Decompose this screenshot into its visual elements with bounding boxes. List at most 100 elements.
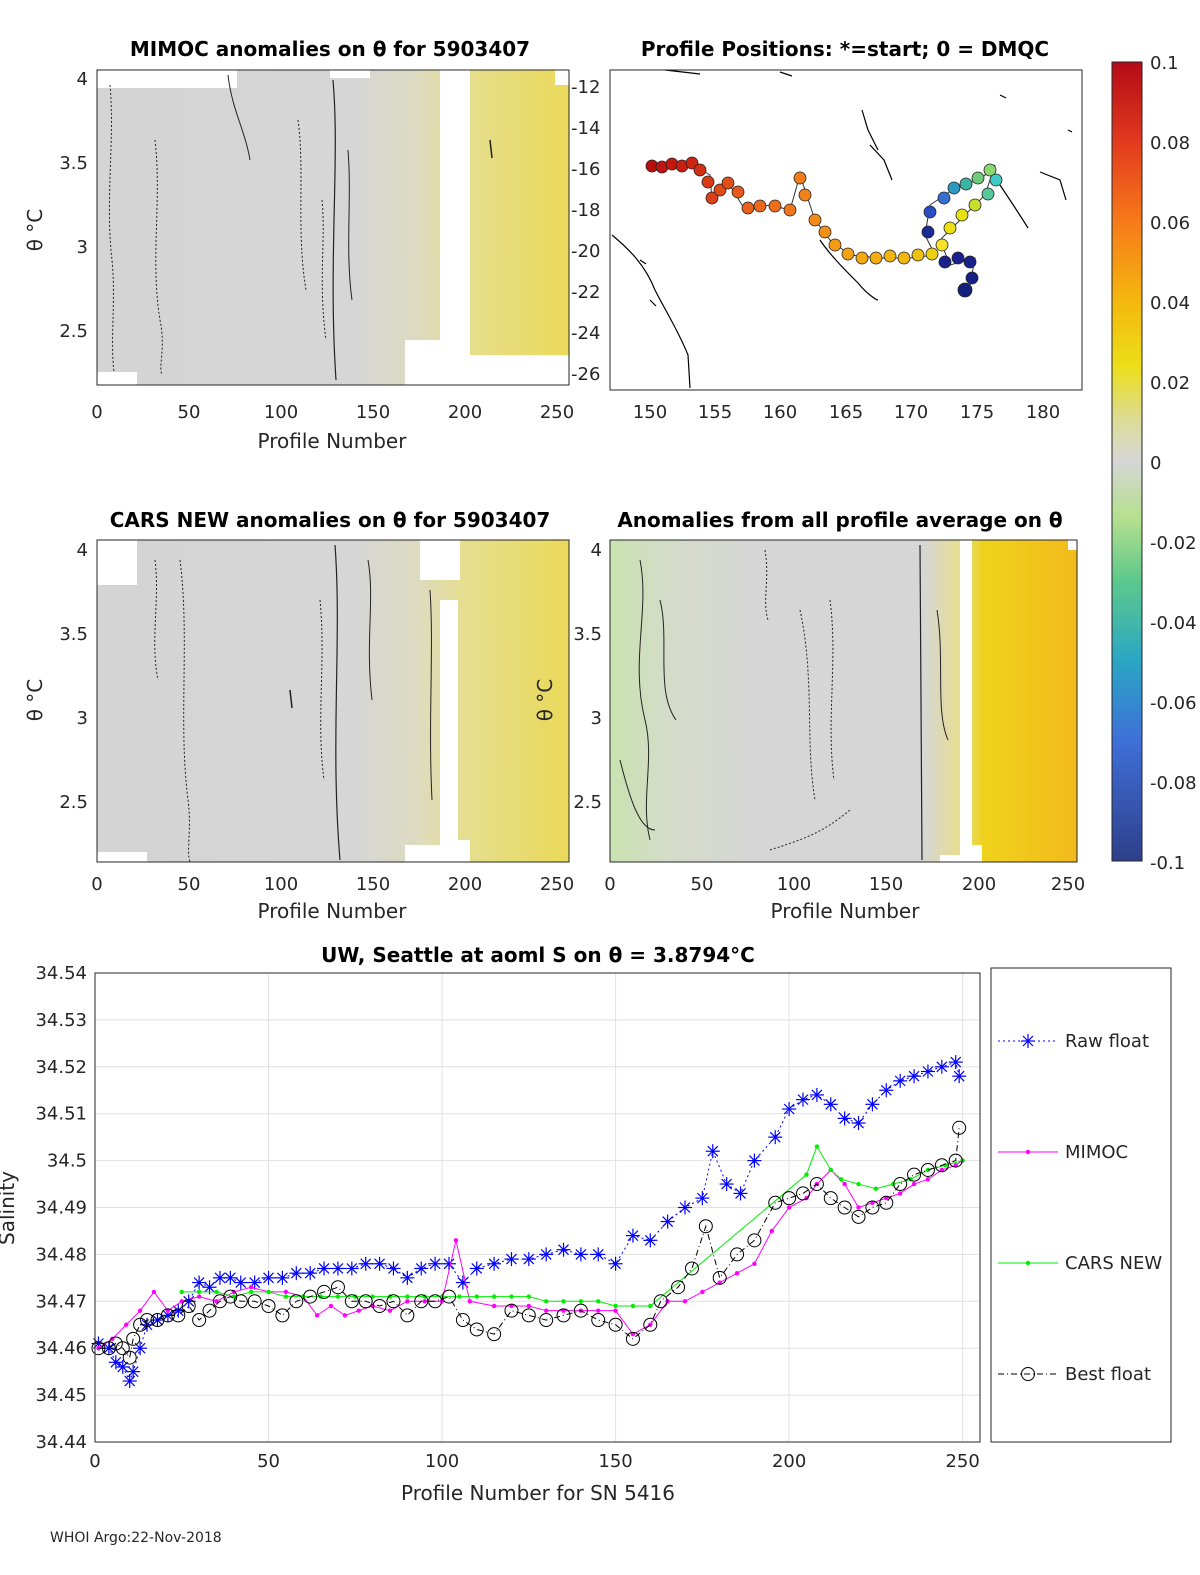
dot-marker [543, 1308, 549, 1313]
y-tick: 3 [77, 237, 88, 258]
colorbar-ticks: 0.1 0.08 0.06 0.04 0.02 0 -0.02 -0.04 -0… [1150, 53, 1197, 874]
circle-marker [608, 1317, 623, 1332]
x-tick: 0 [91, 874, 102, 895]
circle-marker [192, 1313, 207, 1328]
star-marker [796, 1092, 810, 1107]
circle-marker [952, 1120, 967, 1135]
x-tick: 200 [448, 402, 482, 423]
colorbar-tick: 0.02 [1150, 373, 1190, 394]
legend-item: MIMOC [998, 1142, 1128, 1163]
colorbar-tick: -0.08 [1150, 773, 1197, 794]
star-marker [934, 1059, 949, 1074]
star-marker [556, 1242, 571, 1257]
circle-marker [386, 1294, 401, 1309]
dot-marker [422, 1299, 427, 1304]
star-marker [442, 1256, 456, 1271]
circle-marker [934, 1158, 949, 1173]
circle-marker [487, 1327, 502, 1342]
footer-stamp: WHOI Argo:22-Nov-2018 [50, 1530, 222, 1546]
dot-marker [491, 1294, 497, 1299]
circle-marker [275, 1308, 290, 1323]
dot-marker [328, 1303, 334, 1309]
coastline [611, 69, 1073, 389]
circle-marker [782, 1191, 797, 1206]
dot-marker [165, 1308, 171, 1313]
series-raw-float [91, 1055, 967, 1389]
x-tick: 0 [91, 402, 102, 423]
y-tick: -26 [571, 364, 600, 385]
circle-marker [851, 1209, 866, 1224]
dot-marker [717, 1280, 722, 1285]
x-tick: 155 [698, 402, 732, 423]
avg-anomaly-field [610, 540, 1077, 862]
dot-marker [842, 1181, 847, 1187]
x-tick: 175 [960, 402, 994, 423]
x-tick: 170 [894, 402, 928, 423]
dot-marker [405, 1294, 410, 1299]
star-marker [487, 1256, 502, 1271]
dot-marker [870, 1200, 875, 1206]
dot-marker [752, 1261, 757, 1266]
circle-marker [865, 1200, 880, 1215]
cars-xlabel: Profile Number [258, 899, 408, 923]
series-line [98, 1061, 960, 1383]
star-marker [233, 1275, 248, 1290]
dot-marker [884, 1195, 889, 1201]
x-tick: 150 [356, 874, 390, 895]
star-marker [133, 1341, 148, 1356]
circle-marker [653, 1294, 668, 1309]
dot-marker [474, 1294, 479, 1299]
dot-marker [596, 1299, 601, 1304]
circle-marker [556, 1308, 571, 1323]
dot-marker [911, 1181, 917, 1187]
cars-panel: CARS NEW anomalies on θ for 5903407 0 50… [23, 508, 574, 923]
y-tick: -18 [571, 200, 600, 221]
star-marker [261, 1270, 276, 1285]
y-tick: -24 [571, 323, 600, 344]
dot-marker [453, 1238, 459, 1243]
circle-marker [948, 1153, 963, 1168]
star-marker [330, 1261, 345, 1276]
star-marker [400, 1270, 415, 1285]
mimoc-anomaly-field [97, 70, 569, 385]
dot-marker [1025, 1260, 1031, 1266]
circle-marker [539, 1313, 554, 1328]
x-tick: 180 [1026, 402, 1060, 423]
x-tick: 150 [356, 402, 390, 423]
dot-marker [509, 1294, 514, 1299]
colorbar-tick: 0.1 [1150, 53, 1179, 74]
dot-marker [856, 1181, 861, 1187]
series-cars-new [179, 1144, 965, 1309]
y-tick: 34.54 [35, 963, 87, 984]
circle-marker [1021, 1367, 1035, 1381]
star-marker [920, 1064, 935, 1079]
y-tick: 2.5 [573, 792, 602, 813]
x-tick: 250 [1051, 874, 1085, 895]
dot-marker [196, 1289, 202, 1295]
map-x-ticks: 150 155 160 165 170 175 180 [633, 402, 1060, 423]
y-tick: 34.52 [35, 1057, 87, 1078]
star-marker [414, 1261, 429, 1276]
dot-marker [387, 1308, 393, 1313]
star-marker [303, 1266, 318, 1281]
x-tick: 100 [425, 1451, 459, 1472]
circle-marker [698, 1219, 713, 1234]
star-marker [504, 1252, 519, 1267]
star-marker [428, 1256, 443, 1271]
circle-marker [247, 1294, 262, 1309]
star-marker [865, 1097, 880, 1112]
dot-marker [939, 1167, 945, 1173]
y-tick: 34.44 [35, 1432, 87, 1453]
y-tick: 3.5 [59, 624, 88, 645]
circle-marker [344, 1294, 359, 1309]
circle-marker [796, 1186, 810, 1201]
dot-marker [179, 1289, 184, 1295]
circle-marker [372, 1298, 387, 1313]
colorbar-tick: -0.1 [1150, 853, 1185, 874]
circle-marker [469, 1322, 484, 1337]
circle-marker [140, 1313, 155, 1328]
salinity-xlabel: Profile Number for SN 5416 [401, 1481, 675, 1505]
y-tick: 34.48 [35, 1244, 87, 1265]
star-marker [192, 1275, 207, 1290]
y-tick: 34.53 [35, 1010, 87, 1031]
